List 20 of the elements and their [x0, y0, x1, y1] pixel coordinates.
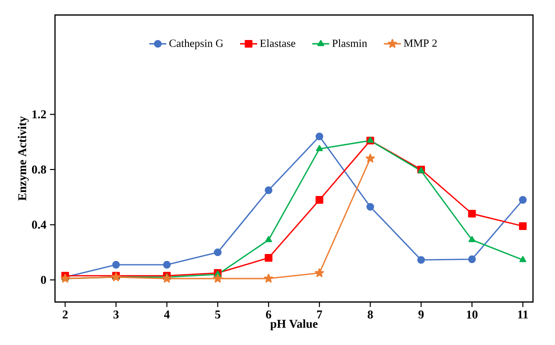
y-axis-title: Enzyme Activity: [18, 116, 29, 201]
x-tick-label: 2: [62, 310, 68, 318]
legend-label: Elastase: [260, 39, 296, 47]
y-tick-label: 0.4: [32, 220, 46, 229]
legend-label: Plasmin: [332, 39, 368, 47]
x-tick-label: 5: [215, 310, 220, 318]
legend-label: MMP 2: [404, 39, 437, 47]
y-tick-label: 0.8: [32, 165, 46, 174]
x-tick-label: 7: [317, 310, 322, 318]
x-tick-label: 3: [113, 310, 119, 319]
x-tick-label: 4: [164, 310, 170, 318]
legend-label: Cathepsin G: [169, 39, 224, 50]
x-tick-label: 9: [418, 310, 424, 319]
x-tick-label: 11: [518, 310, 528, 318]
x-tick-label: 10: [466, 310, 478, 319]
y-tick-label: 1.2: [32, 110, 46, 118]
x-tick-label: 6: [266, 310, 272, 319]
x-axis-title: pH Value: [270, 319, 318, 330]
y-tick-label: 0: [40, 276, 46, 284]
x-tick-label: 8: [368, 310, 373, 319]
